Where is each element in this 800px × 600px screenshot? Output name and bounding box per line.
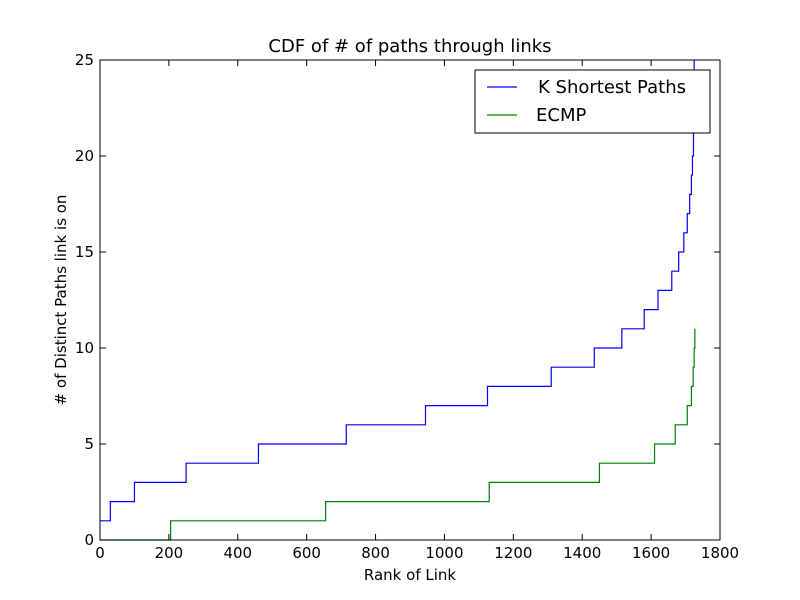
chart-title: CDF of # of paths through links [268,36,551,57]
y-tick-label: 20 [75,147,94,165]
series-line-k-shortest-paths [100,60,695,522]
y-tick-label: 15 [75,243,94,261]
plot-series [100,60,696,541]
y-axis-label: # of Distinct Paths link is on [52,195,70,406]
x-axis-label: Rank of Link [364,566,457,584]
y-tick-label: 0 [84,531,94,549]
x-tick-label: 600 [292,544,321,562]
legend-label-k-shortest-paths: K Shortest Paths [538,77,686,98]
legend-box [474,69,711,134]
x-tick-label: 800 [361,544,390,562]
x-tick-label: 1600 [632,544,670,562]
x-tick-label: 1000 [425,544,463,562]
x-tick-label: 200 [155,544,184,562]
y-axis: 0 5 10 15 20 25 [75,51,720,549]
x-tick-label: 1400 [563,544,601,562]
x-axis: 0 200 400 600 800 1000 1200 1400 1600 1800 [95,60,739,562]
x-tick-label: 1800 [701,544,739,562]
series-line-ecmp [100,328,696,541]
y-tick-label: 25 [75,51,94,69]
x-tick-label: 400 [223,544,252,562]
y-tick-label: 10 [75,339,94,357]
legend: K Shortest Paths ECMP [474,69,711,134]
x-tick-label: 0 [95,544,105,562]
legend-label-ecmp: ECMP [536,105,586,126]
plot-frame [99,59,721,541]
x-tick-label: 1200 [494,544,532,562]
y-tick-label: 5 [84,435,94,453]
